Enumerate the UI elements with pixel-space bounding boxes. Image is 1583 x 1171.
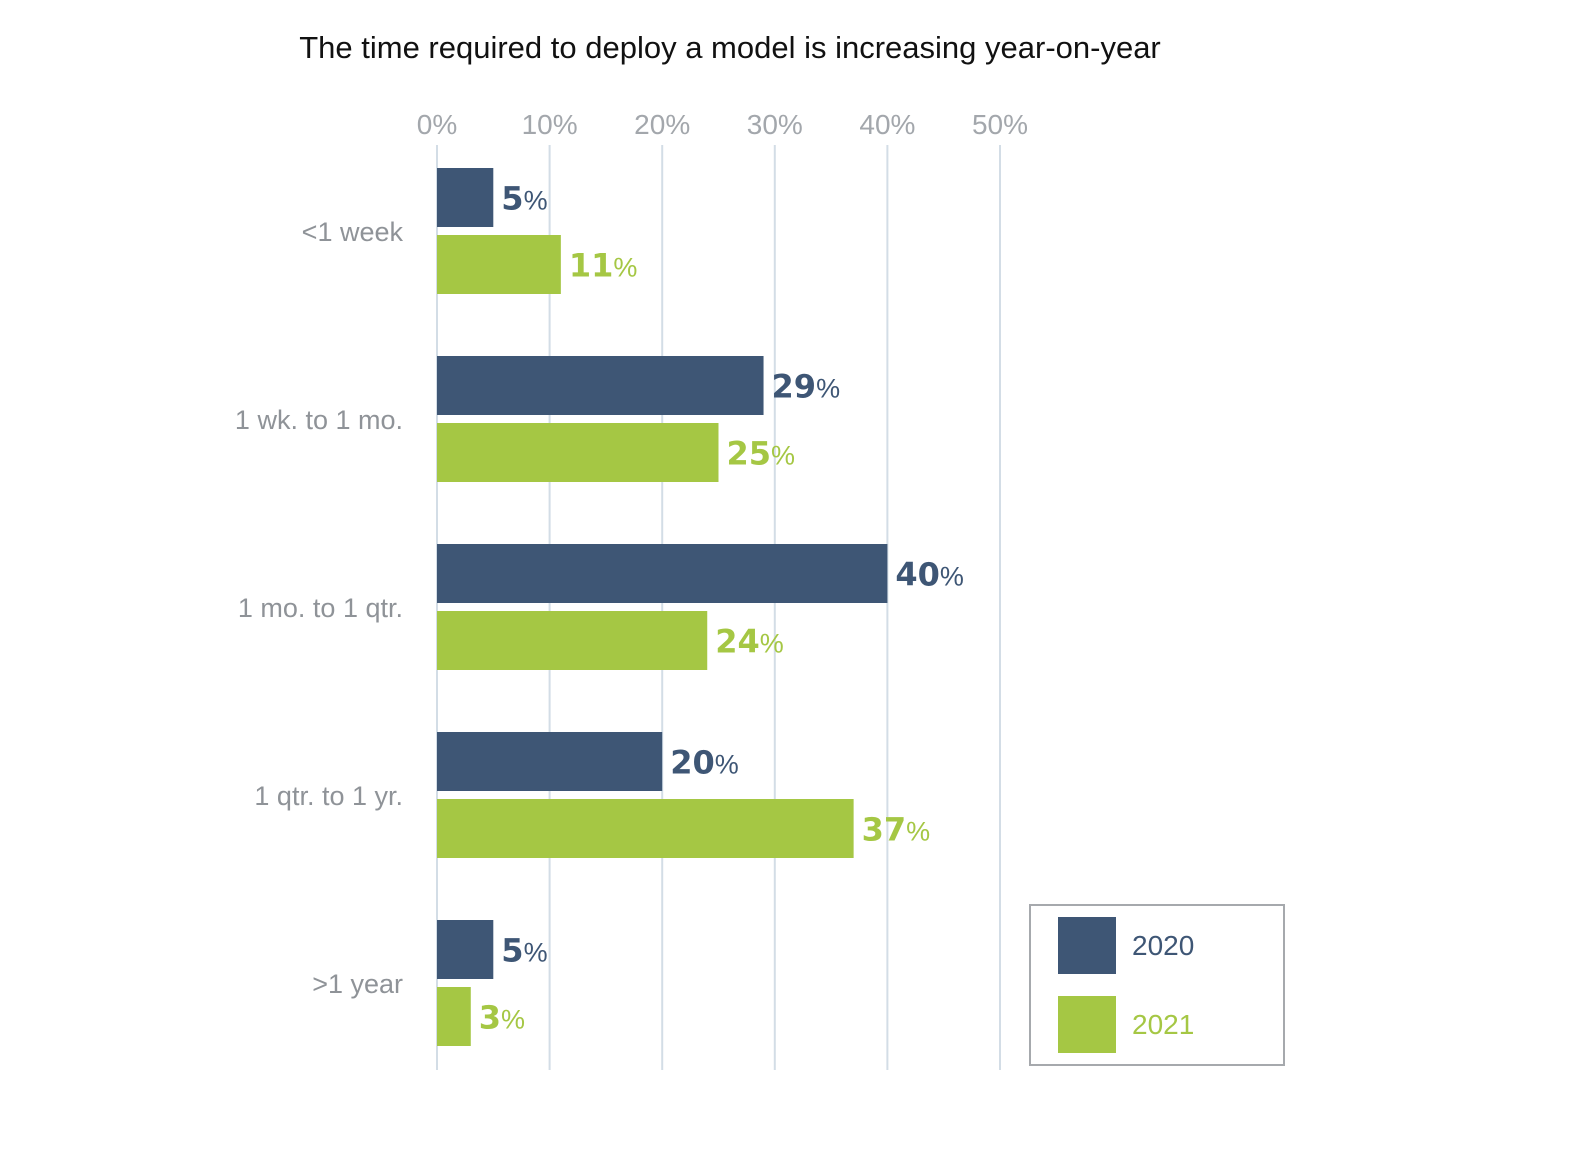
bar-2021 (437, 235, 561, 294)
bar-2021 (437, 799, 854, 858)
category-label: <1 week (302, 217, 404, 247)
data-label: 3% (479, 999, 525, 1037)
bar-2020 (437, 168, 494, 227)
category-labels: <1 week 1 wk. to 1 mo. 1 mo. to 1 qtr. 1 qt… (235, 217, 404, 999)
bar-2020 (437, 732, 663, 791)
data-label: 5% (501, 932, 547, 970)
x-tick-label: 20% (634, 109, 690, 140)
data-label: 29% (772, 368, 841, 406)
bar-2021 (437, 987, 471, 1046)
x-tick-label: 0% (417, 109, 457, 140)
bar-2020 (437, 356, 764, 415)
x-tick-label: 30% (747, 109, 803, 140)
data-label: 5% (501, 180, 547, 218)
legend: 2020 2021 (1029, 904, 1285, 1066)
chart-title: The time required to deploy a model is i… (299, 30, 1161, 65)
bar-2020 (437, 544, 888, 603)
data-labels: 5% 11% 29% 25% 40% 24% 20% 37% 5% 3% (479, 180, 964, 1037)
data-label: 37% (862, 811, 931, 849)
category-label: 1 qtr. to 1 yr. (254, 781, 403, 811)
x-tick-label: 40% (859, 109, 915, 140)
legend-swatch-2021 (1058, 996, 1116, 1053)
bar-2021 (437, 611, 708, 670)
gridlines (436, 145, 1001, 1070)
data-label: 20% (670, 744, 739, 782)
bars (437, 168, 888, 1046)
category-label: 1 mo. to 1 qtr. (238, 593, 403, 623)
legend-label: 2021 (1132, 1009, 1194, 1040)
x-tick-label: 10% (522, 109, 578, 140)
data-label: 40% (895, 556, 964, 594)
bar-2021 (437, 423, 719, 482)
x-axis-ticks: 0% 10% 20% 30% 40% 50% (417, 109, 1028, 140)
category-label: 1 wk. to 1 mo. (235, 405, 403, 435)
bar-2020 (437, 920, 494, 979)
data-label: 25% (727, 435, 796, 473)
legend-swatch-2020 (1058, 917, 1116, 974)
category-label: >1 year (312, 969, 403, 999)
data-label: 11% (569, 247, 638, 285)
legend-label: 2020 (1132, 930, 1194, 961)
x-tick-label: 50% (972, 109, 1028, 140)
data-label: 24% (715, 623, 784, 661)
